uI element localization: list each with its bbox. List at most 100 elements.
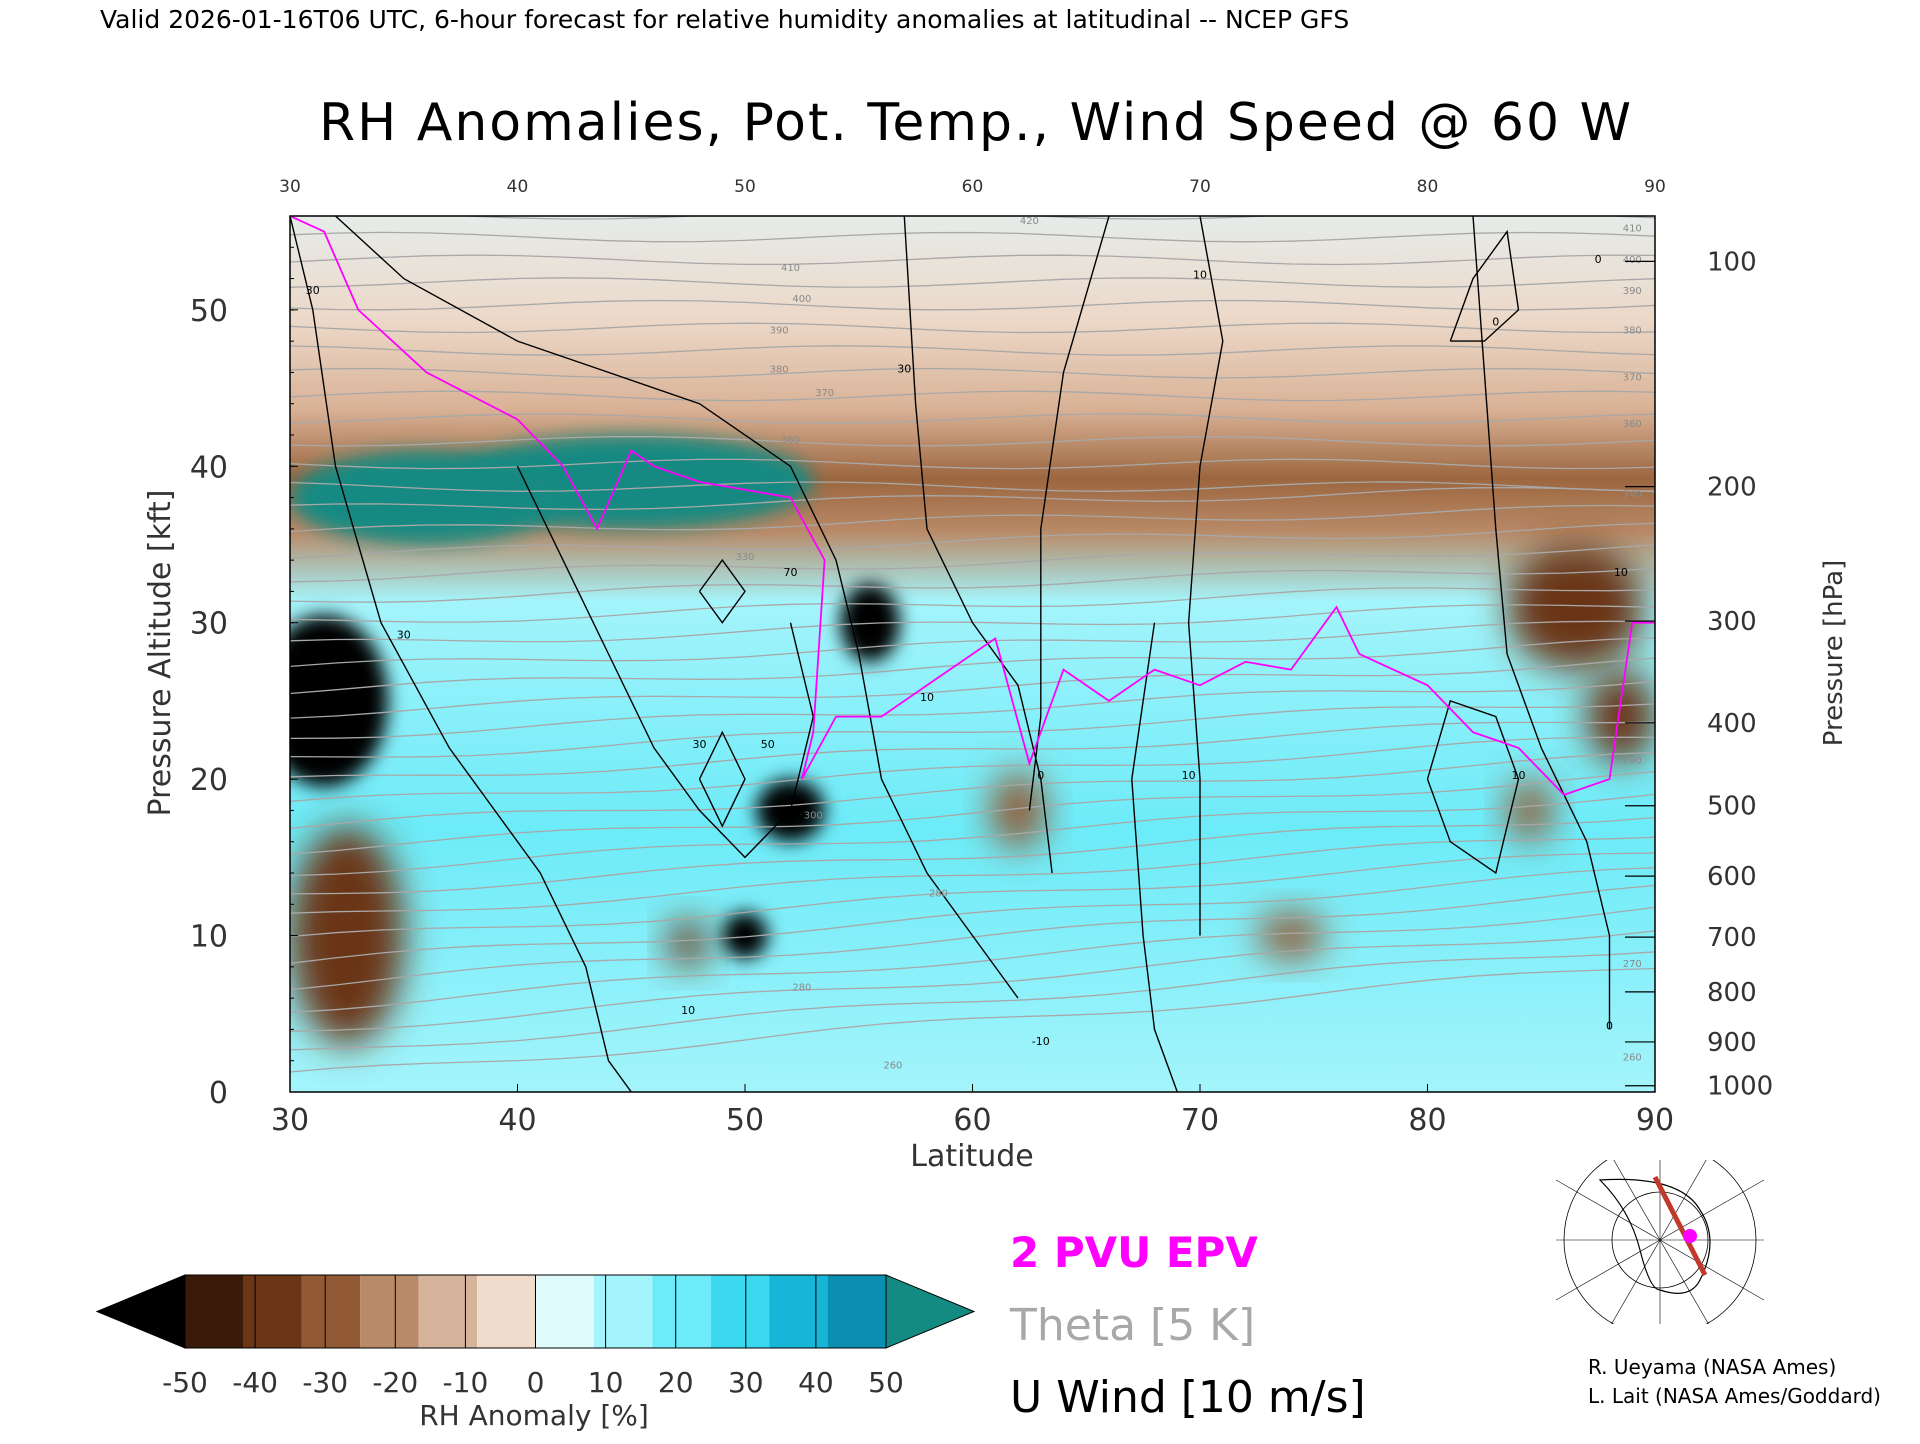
wind-contour-label: 50 <box>761 738 775 751</box>
x-tick-label: 60 <box>953 1103 991 1138</box>
x-top-tick-label: 90 <box>1644 177 1666 197</box>
theta-contour <box>290 435 1655 447</box>
x-tick-label: 80 <box>1408 1103 1446 1138</box>
colorbar-frame <box>184 1274 887 1349</box>
x-tick-label: 50 <box>726 1103 764 1138</box>
theta-contour-label: 410 <box>1623 224 1642 235</box>
theta-contour <box>290 345 1655 356</box>
y-tick-label: 50 <box>190 294 228 329</box>
x-axis-label: Latitude <box>910 1139 1033 1174</box>
theta-contour <box>290 951 1655 1051</box>
meridian-line <box>1659 1239 1709 1324</box>
wind-contour-label: 0 <box>1037 769 1044 782</box>
meridian-line <box>1611 1239 1661 1324</box>
x-tick-label: 40 <box>498 1103 536 1138</box>
theta-contour-label: 390 <box>1623 286 1642 297</box>
meridian-line <box>1556 1179 1661 1241</box>
theta-contour-label: 270 <box>1623 959 1642 970</box>
y-axis-left: 0 10 20 30 40 50 <box>190 215 298 1111</box>
theta-contour-label: 380 <box>770 364 789 375</box>
u-wind-contour <box>1472 216 1611 1030</box>
y-tick-label: 20 <box>190 763 228 798</box>
theta-contour-label: 410 <box>781 263 800 274</box>
wind-contour-label: 30 <box>306 284 320 297</box>
colorbar-swatch <box>535 1275 594 1348</box>
credit-line-1: R. Ueyama (NASA Ames) <box>1588 1355 1837 1379</box>
y-axis-label-left: Pressure Altitude [kft] <box>143 490 178 817</box>
colorbar-swatch <box>301 1275 361 1348</box>
u-wind-contour <box>1028 216 1110 811</box>
theta-contour <box>290 544 1655 583</box>
theta-contour-label: 380 <box>1623 325 1642 336</box>
theta-contour <box>290 816 1655 895</box>
theta-lines <box>290 216 1655 1073</box>
u-wind-contour <box>698 730 746 828</box>
colorbar-tick-label: -40 <box>232 1366 278 1399</box>
theta-contour-label: 340 <box>1623 490 1642 501</box>
theta-contour <box>290 254 1655 266</box>
theta-contour <box>290 867 1655 964</box>
section-marker <box>1683 1229 1697 1243</box>
y-tick-label: 30 <box>190 607 228 642</box>
colorbar-swatch <box>477 1275 536 1348</box>
u-wind-contour <box>903 216 1053 874</box>
theta-contour <box>290 481 1655 492</box>
x-top-tick-label: 40 <box>507 177 529 197</box>
y-axis-label-right: Pressure [hPa] <box>1819 560 1849 747</box>
x-tick-label: 70 <box>1181 1103 1219 1138</box>
y-tick-label: 40 <box>190 450 228 485</box>
rh-anomaly-patch <box>1507 544 1644 670</box>
theta-contour <box>290 770 1655 855</box>
north-polar-map-icon <box>1556 1160 1764 1324</box>
x-top-tick-label: 50 <box>734 177 756 197</box>
pressure-tick-label: 300 <box>1707 607 1757 637</box>
theta-contour <box>290 884 1655 991</box>
theta-contour <box>290 836 1655 914</box>
theta-contour <box>290 680 1655 740</box>
theta-contour <box>290 231 1655 243</box>
contour-labels: 30 30 70 30 50 30 10 0 10 10 10 0 0 10 -10 10 0 420 410 400… <box>306 216 1642 1072</box>
colorbar-tick-label: -10 <box>443 1366 489 1399</box>
x-top-tick-label: 60 <box>962 177 984 197</box>
theta-contour <box>290 906 1655 1014</box>
wind-contour-label: 10 <box>1193 269 1207 282</box>
theta-contour-label: 400 <box>1623 255 1642 266</box>
colorbar-label: RH Anomaly [%] <box>419 1399 649 1432</box>
x-top-tick-label: 70 <box>1189 177 1211 197</box>
theta-contour-label: 280 <box>792 982 811 993</box>
u-wind-contour <box>290 216 632 1092</box>
theta-contour-label: 390 <box>770 325 789 336</box>
theta-contour <box>290 367 1655 379</box>
rh-anomaly-patch <box>290 826 404 1046</box>
u-wind-contour <box>1131 622 1178 1092</box>
wind-contour-label: 10 <box>1512 769 1526 782</box>
theta-contour-label: 280 <box>929 888 948 899</box>
pressure-tick-label: 900 <box>1707 1028 1757 1058</box>
theta-contour-label: 370 <box>815 388 834 399</box>
x-tick-label: 30 <box>271 1103 309 1138</box>
wind-contour-label: 10 <box>920 691 934 704</box>
theta-contour <box>290 299 1655 311</box>
wind-contour-label: -10 <box>1032 1035 1050 1048</box>
colorbar-tick-label: 30 <box>728 1366 764 1399</box>
colorbar-swatch <box>652 1275 711 1348</box>
meridian-line <box>1556 1239 1661 1301</box>
wind-contour-label: 0 <box>1595 253 1602 266</box>
theta-contour <box>290 751 1655 830</box>
theta-contour-label: 300 <box>804 810 823 821</box>
plot-area: 30 30 70 30 50 30 10 0 10 10 10 0 0 10 -10 10 0 420 410 400… <box>290 216 1655 1092</box>
theta-contour <box>290 390 1655 402</box>
wind-contour-label: 0 <box>1606 1019 1613 1032</box>
pressure-tick-label: 100 <box>1707 247 1757 277</box>
wind-contour-label: 10 <box>1182 769 1196 782</box>
colorbar-swatch <box>710 1275 770 1348</box>
theta-contour-label: 360 <box>1623 419 1642 430</box>
colorbar-tick-label: 40 <box>798 1366 834 1399</box>
colorbar-swatch <box>418 1275 478 1348</box>
theta-contour <box>290 852 1655 938</box>
wind-contour-label: 70 <box>784 566 798 579</box>
header-text: Valid 2026-01-16T06 UTC, 6-hour forecast… <box>100 5 1349 34</box>
theta-contour <box>290 736 1655 802</box>
wind-lines <box>290 216 1611 1092</box>
y-axis-right: 100 200 300 400 500 600 700 800 900 1000 <box>1625 247 1773 1102</box>
